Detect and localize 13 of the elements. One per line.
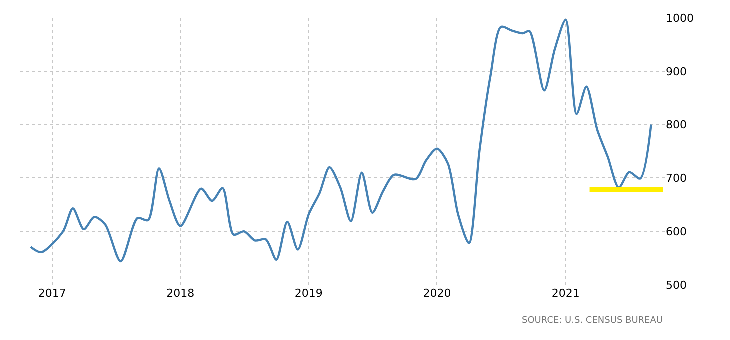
- x-tick-label: 2017: [38, 287, 66, 300]
- line-series: [30, 19, 652, 263]
- x-tick-label: 2020: [423, 287, 452, 300]
- y-tick-label: 600: [666, 225, 687, 238]
- y-tick-label: 500: [666, 278, 687, 292]
- y-tick-label: 700: [666, 172, 687, 186]
- source-note: SOURCE: U.S. CENSUS BUREAU: [522, 316, 663, 326]
- y-tick-label: 900: [666, 65, 687, 78]
- y-tick-label: 1000: [666, 12, 694, 25]
- y-tick-label: 800: [666, 118, 687, 132]
- x-tick-label: 2021: [552, 287, 580, 300]
- x-tick-label: 2019: [294, 287, 323, 300]
- x-tick-label: 2018: [166, 287, 195, 300]
